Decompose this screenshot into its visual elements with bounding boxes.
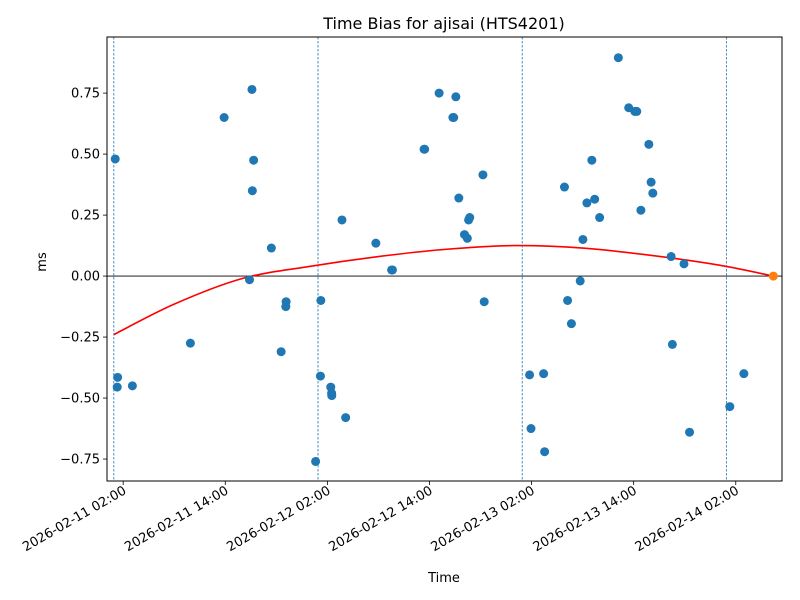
y-tick-label: −0.25 xyxy=(60,331,100,346)
data-point xyxy=(563,295,573,305)
data-point xyxy=(587,155,597,165)
data-point xyxy=(644,139,654,149)
data-point xyxy=(559,182,569,192)
data-point xyxy=(249,155,259,165)
data-point xyxy=(247,84,257,94)
data-point xyxy=(311,456,321,466)
data-point xyxy=(112,382,122,392)
data-point xyxy=(449,113,459,123)
data-point xyxy=(281,302,291,312)
x-axis-label: Time xyxy=(427,571,460,586)
latest-point xyxy=(768,271,778,281)
data-point xyxy=(276,347,286,357)
data-point xyxy=(387,265,397,275)
data-point xyxy=(462,233,472,243)
data-point xyxy=(419,144,429,154)
y-tick-label: 0.25 xyxy=(71,209,100,224)
data-point xyxy=(434,88,444,98)
data-point xyxy=(613,53,623,63)
data-point xyxy=(478,170,488,180)
data-point xyxy=(479,297,489,307)
y-tick-label: 0.75 xyxy=(71,87,100,102)
data-point xyxy=(685,427,695,437)
data-point xyxy=(113,372,123,382)
data-point xyxy=(566,319,576,329)
y-tick-label: −0.50 xyxy=(60,392,100,407)
data-point xyxy=(219,113,229,123)
data-point xyxy=(595,213,605,223)
data-point xyxy=(315,371,325,381)
chart-title: Time Bias for ajisai (HTS4201) xyxy=(322,14,565,33)
data-point xyxy=(646,177,656,187)
data-point xyxy=(454,193,464,203)
data-point xyxy=(337,215,347,225)
y-tick-label: 0.50 xyxy=(71,148,100,163)
data-point xyxy=(666,252,676,262)
data-point xyxy=(371,238,381,248)
data-point xyxy=(648,188,658,198)
data-point xyxy=(247,186,257,196)
data-point xyxy=(679,259,689,269)
data-point xyxy=(266,243,276,253)
data-point xyxy=(636,205,646,215)
data-point xyxy=(725,402,735,412)
data-point xyxy=(539,369,549,379)
data-point xyxy=(451,92,461,102)
data-point xyxy=(341,413,351,423)
data-point xyxy=(582,198,592,208)
data-point xyxy=(110,154,120,164)
data-point xyxy=(540,447,550,457)
data-point xyxy=(127,381,137,391)
plot-frame xyxy=(106,36,783,482)
data-point xyxy=(245,275,255,285)
data-point xyxy=(739,369,749,379)
data-point xyxy=(525,370,535,380)
data-point xyxy=(578,234,588,244)
data-point xyxy=(632,106,642,116)
data-point xyxy=(667,339,677,349)
data-point xyxy=(575,276,585,286)
data-point xyxy=(590,194,600,204)
data-point xyxy=(316,295,326,305)
data-point xyxy=(185,338,195,348)
data-point xyxy=(465,213,475,223)
data-point xyxy=(526,424,536,434)
data-point xyxy=(327,391,337,401)
y-axis-label: ms xyxy=(35,252,50,272)
fit-curve xyxy=(113,244,774,336)
y-tick-label: 0.00 xyxy=(71,270,100,285)
y-tick-label: −0.75 xyxy=(60,453,100,468)
